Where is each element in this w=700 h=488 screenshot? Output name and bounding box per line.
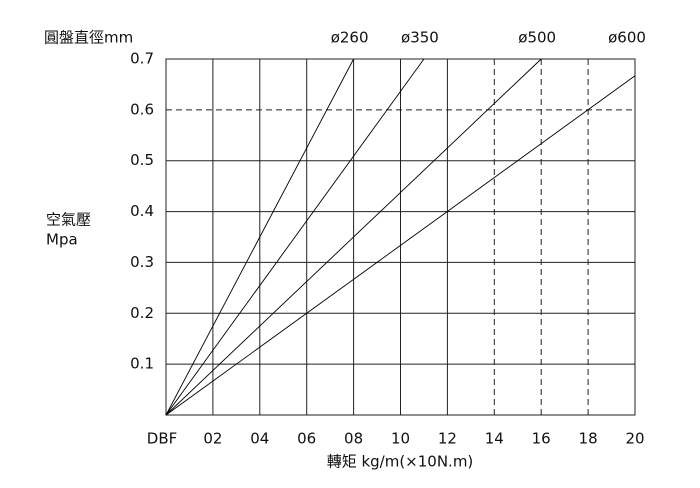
- series-label: ø350: [401, 29, 439, 47]
- x-tick-label: 04: [250, 430, 269, 448]
- x-tick-label: 08: [344, 430, 363, 448]
- x-tick-label: 12: [438, 430, 457, 448]
- series-label: ø260: [331, 29, 369, 47]
- chart-title: 圓盤直徑mm: [44, 29, 133, 47]
- y-tick-label: 0.4: [130, 202, 154, 220]
- x-tick-label: DBF: [147, 430, 177, 448]
- x-tick-label: 02: [203, 430, 222, 448]
- y-tick-label: 0.3: [130, 253, 154, 271]
- y-tick-label: 0.5: [130, 151, 154, 169]
- y-tick-label: 0.2: [130, 304, 154, 322]
- x-tick-label: 16: [532, 430, 551, 448]
- x-tick-label: 06: [297, 430, 316, 448]
- x-tick-label: 18: [579, 430, 598, 448]
- y-tick-label: 0.6: [130, 100, 154, 118]
- y-tick-label: 0.1: [130, 355, 154, 373]
- y-tick-label: 0.7: [130, 50, 154, 68]
- series-label: ø500: [518, 29, 556, 47]
- series-label: ø600: [608, 29, 646, 47]
- x-tick-label: 20: [625, 430, 644, 448]
- series-line: [165, 58, 425, 416]
- x-axis-label: 轉矩 kg/m(×10N.m): [327, 453, 474, 471]
- series-line: [165, 75, 636, 416]
- x-tick-label: 10: [391, 430, 410, 448]
- y-axis-label: 空氣壓: [46, 211, 91, 229]
- y-axis-unit: Mpa: [46, 231, 78, 249]
- series-line: [165, 58, 542, 416]
- x-tick-label: 14: [485, 430, 504, 448]
- series-line: [165, 58, 354, 416]
